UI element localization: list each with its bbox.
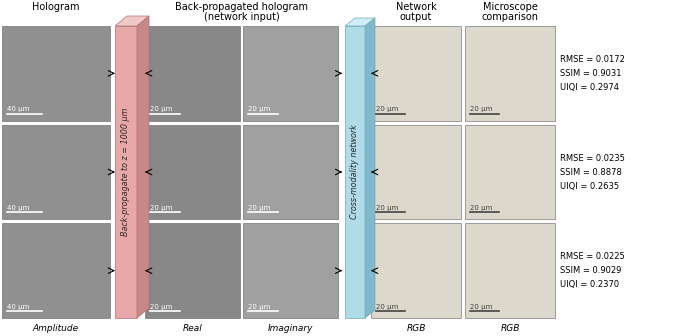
Bar: [243, 223, 338, 318]
Bar: [465, 223, 555, 318]
Text: SSIM = 0.9031: SSIM = 0.9031: [560, 69, 621, 78]
Bar: [465, 26, 555, 121]
Text: (network input): (network input): [203, 12, 279, 22]
Bar: [371, 223, 461, 318]
Text: 20 μm: 20 μm: [470, 106, 493, 112]
Text: Hologram: Hologram: [32, 2, 79, 12]
Text: RGB: RGB: [406, 324, 425, 333]
Polygon shape: [115, 16, 149, 26]
Text: RMSE = 0.0172: RMSE = 0.0172: [560, 55, 625, 64]
Text: 20 μm: 20 μm: [248, 205, 271, 211]
Bar: [2, 125, 110, 219]
Bar: [145, 26, 240, 121]
Text: UIQI = 0.2635: UIQI = 0.2635: [560, 181, 619, 191]
Bar: [371, 125, 461, 219]
Text: 20 μm: 20 μm: [376, 205, 399, 211]
Bar: [345, 26, 365, 318]
Text: Cross-modality network: Cross-modality network: [351, 125, 360, 219]
Bar: [465, 125, 555, 219]
Text: UIQI = 0.2974: UIQI = 0.2974: [560, 83, 619, 92]
Text: RGB: RGB: [500, 324, 520, 333]
Text: Microscope: Microscope: [482, 2, 538, 12]
Text: Back-propagate to z = 1000 μm: Back-propagate to z = 1000 μm: [121, 108, 131, 236]
Text: SSIM = 0.8878: SSIM = 0.8878: [560, 168, 622, 176]
Bar: [2, 26, 110, 121]
Text: 40 μm: 40 μm: [7, 303, 29, 309]
Text: Network: Network: [396, 2, 436, 12]
Text: 20 μm: 20 μm: [248, 303, 271, 309]
Bar: [243, 26, 338, 121]
Bar: [243, 125, 338, 219]
Text: Real: Real: [183, 324, 202, 333]
Bar: [145, 125, 240, 219]
Text: 20 μm: 20 μm: [376, 106, 399, 112]
Text: 20 μm: 20 μm: [150, 205, 173, 211]
Text: Imaginary: Imaginary: [268, 324, 313, 333]
Bar: [371, 26, 461, 121]
Bar: [2, 223, 110, 318]
Text: Back-propagated hologram: Back-propagated hologram: [175, 2, 308, 12]
Text: Amplitude: Amplitude: [33, 324, 79, 333]
Text: 20 μm: 20 μm: [470, 303, 493, 309]
Polygon shape: [137, 16, 149, 318]
Bar: [145, 223, 240, 318]
Text: comparison: comparison: [482, 12, 538, 22]
Text: 20 μm: 20 μm: [150, 106, 173, 112]
Text: 20 μm: 20 μm: [248, 106, 271, 112]
Text: 40 μm: 40 μm: [7, 205, 29, 211]
Text: SSIM = 0.9029: SSIM = 0.9029: [560, 266, 621, 275]
Text: 20 μm: 20 μm: [150, 303, 173, 309]
Text: UIQI = 0.2370: UIQI = 0.2370: [560, 280, 619, 289]
Text: 40 μm: 40 μm: [7, 106, 29, 112]
Text: output: output: [400, 12, 432, 22]
Text: RMSE = 0.0225: RMSE = 0.0225: [560, 252, 625, 261]
Text: RMSE = 0.0235: RMSE = 0.0235: [560, 154, 625, 163]
Polygon shape: [345, 18, 375, 26]
Text: 20 μm: 20 μm: [376, 303, 399, 309]
Bar: [115, 26, 137, 318]
Polygon shape: [365, 18, 375, 318]
Text: 20 μm: 20 μm: [470, 205, 493, 211]
